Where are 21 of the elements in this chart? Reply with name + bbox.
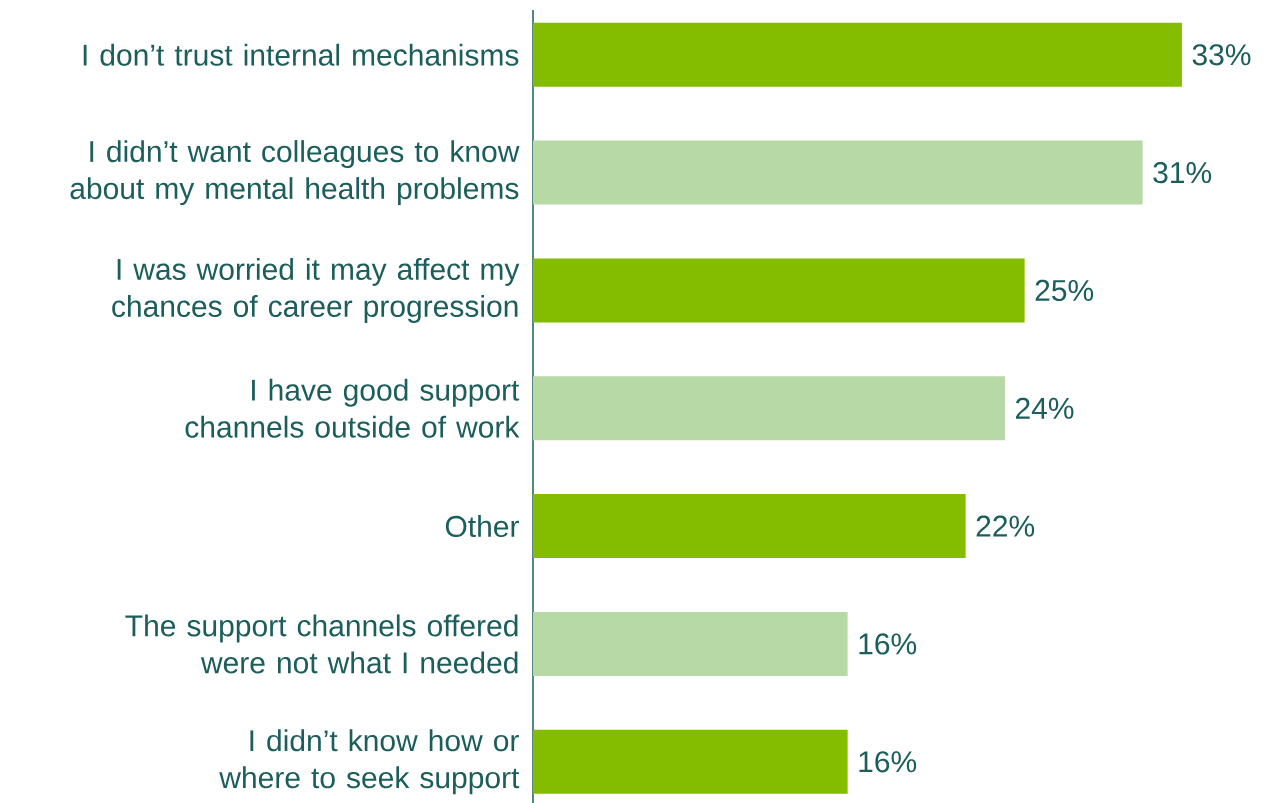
bar [533,140,1143,205]
data-label: 33% [1192,44,1251,66]
data-label: 24% [1016,397,1074,419]
data-label: 22% [976,515,1035,537]
bar [533,376,1005,441]
data-label: 31% [1153,161,1212,184]
data-label: 16% [859,633,917,655]
bar [533,494,966,559]
y-tick-label: Other [445,515,519,538]
y-tick-label: The support channels offered were not what I needed [125,614,518,674]
bar [533,729,848,794]
y-tick-label: I have good support channels outside of work [185,378,520,438]
y-tick-label: I didn’t know how or where to seek support [219,729,520,795]
bar [533,611,848,676]
y-tick-label: I don’t trust internal mechanisms [83,43,519,66]
bar [533,22,1182,87]
y-tick-label: I didn’t want colleagues to know about my mental health problems [70,140,520,206]
data-label: 16% [859,751,917,773]
data-label: 25% [1035,279,1094,302]
bar [533,258,1025,323]
y-tick-label: I was worried it may affect my chances of career progression [112,257,520,323]
